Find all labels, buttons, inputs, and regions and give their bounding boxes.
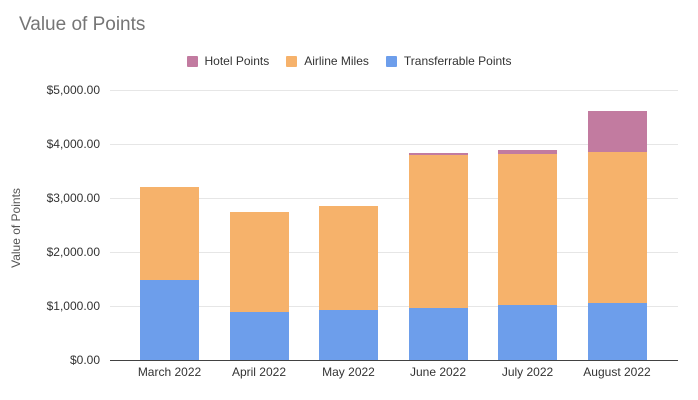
bar-segment-hotel-points[interactable] xyxy=(408,153,468,155)
gridline-5000 xyxy=(110,89,678,91)
x-tick-label: June 2022 xyxy=(409,365,467,379)
bar-group-may-2022 xyxy=(319,90,378,360)
chart-legend: Hotel Points Airline Miles Transferrable P… xyxy=(0,54,698,68)
x-tick-label: July 2022 xyxy=(501,365,554,379)
bar-segment-airline-miles[interactable] xyxy=(140,187,199,280)
y-tick-label: $0.00 xyxy=(69,353,100,367)
bar-segment-transferrable-points[interactable] xyxy=(229,312,289,360)
bar-segment-transferrable-points[interactable] xyxy=(140,279,199,360)
gridline-2000 xyxy=(110,251,678,253)
bar-segment-airline-miles[interactable] xyxy=(408,154,468,308)
legend-label: Hotel Points xyxy=(204,54,270,68)
bar-segment-transferrable-points[interactable] xyxy=(498,305,557,360)
bar-segment-transferrable-points[interactable] xyxy=(408,307,468,360)
bar-group-march-2022 xyxy=(140,90,199,360)
plot-area xyxy=(110,89,678,361)
x-tick-label: April 2022 xyxy=(231,365,287,379)
legend-swatch-icon xyxy=(186,55,198,67)
bar-group-july-2022 xyxy=(498,90,557,360)
bar-group-june-2022 xyxy=(408,90,468,360)
bar-segment-airline-miles[interactable] xyxy=(587,151,647,304)
y-tick-label: $3,000.00 xyxy=(46,191,100,205)
gridline-3000 xyxy=(110,197,678,199)
x-tick-label: August 2022 xyxy=(583,365,651,379)
y-tick-label: $1,000.00 xyxy=(46,299,100,313)
legend-item-hotel-points: Hotel Points xyxy=(186,54,270,68)
y-tick-label: $2,000.00 xyxy=(46,245,100,259)
bar-group-april-2022 xyxy=(229,90,289,360)
bar-segment-airline-miles[interactable] xyxy=(229,211,289,313)
legend-label: Airline Miles xyxy=(304,54,369,68)
legend-label: Transferrable Points xyxy=(403,54,512,68)
x-tick-label: May 2022 xyxy=(322,365,375,379)
gridline-1000 xyxy=(110,305,678,307)
bar-segment-transferrable-points[interactable] xyxy=(587,303,647,360)
bar-segment-hotel-points[interactable] xyxy=(498,149,557,154)
x-tick-label: March 2022 xyxy=(137,365,202,379)
bar-group-august-2022 xyxy=(587,90,647,360)
gridline-4000 xyxy=(110,143,678,145)
bar-segment-airline-miles[interactable] xyxy=(498,153,557,306)
bar-segment-hotel-points[interactable] xyxy=(587,111,647,152)
chart-title: Value of Points xyxy=(19,14,146,35)
legend-item-airline-miles: Airline Miles xyxy=(286,54,369,68)
legend-item-transferrable-points: Transferrable Points xyxy=(385,54,512,68)
legend-swatch-icon xyxy=(385,55,397,67)
legend-swatch-icon xyxy=(286,55,298,67)
y-tick-label: $5,000.00 xyxy=(46,83,100,97)
bar-segment-transferrable-points[interactable] xyxy=(319,310,378,360)
bar-segment-airline-miles[interactable] xyxy=(319,206,378,311)
y-tick-label: $4,000.00 xyxy=(46,137,100,151)
x-axis-line xyxy=(110,360,678,361)
